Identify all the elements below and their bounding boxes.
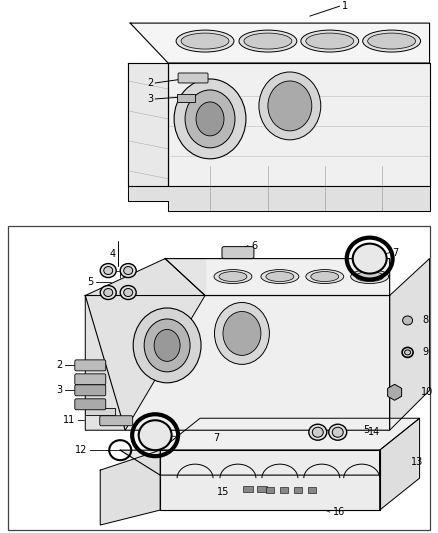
Ellipse shape — [214, 270, 252, 284]
FancyBboxPatch shape — [75, 385, 106, 396]
Text: 3: 3 — [56, 385, 62, 395]
Polygon shape — [130, 23, 430, 63]
Ellipse shape — [100, 264, 116, 278]
Text: 8: 8 — [423, 316, 429, 326]
Text: 9: 9 — [423, 348, 429, 358]
Text: 5: 5 — [363, 425, 369, 435]
Ellipse shape — [120, 286, 136, 300]
Bar — [8, 225, 430, 530]
Ellipse shape — [405, 350, 410, 355]
Ellipse shape — [124, 266, 133, 274]
FancyBboxPatch shape — [75, 399, 106, 410]
FancyBboxPatch shape — [100, 416, 133, 426]
Polygon shape — [390, 259, 430, 430]
Ellipse shape — [367, 33, 416, 49]
Ellipse shape — [104, 288, 113, 296]
Ellipse shape — [133, 308, 201, 383]
Polygon shape — [388, 384, 402, 400]
Ellipse shape — [176, 30, 234, 52]
Ellipse shape — [312, 427, 323, 437]
Polygon shape — [308, 487, 316, 493]
Ellipse shape — [215, 303, 269, 365]
Ellipse shape — [181, 33, 229, 49]
Polygon shape — [85, 259, 205, 430]
Polygon shape — [257, 486, 267, 492]
Ellipse shape — [261, 270, 299, 284]
Ellipse shape — [259, 72, 321, 140]
Ellipse shape — [306, 33, 354, 49]
Ellipse shape — [353, 244, 387, 273]
Text: 12: 12 — [75, 445, 87, 455]
Polygon shape — [165, 259, 205, 295]
Polygon shape — [165, 259, 390, 295]
Ellipse shape — [309, 424, 327, 440]
Polygon shape — [168, 63, 430, 186]
Ellipse shape — [311, 272, 339, 281]
Polygon shape — [128, 63, 168, 186]
Ellipse shape — [332, 427, 343, 437]
FancyBboxPatch shape — [178, 73, 208, 83]
Ellipse shape — [154, 329, 180, 361]
Ellipse shape — [351, 270, 389, 284]
Text: 15: 15 — [217, 487, 229, 497]
Polygon shape — [128, 186, 430, 211]
FancyBboxPatch shape — [75, 360, 106, 371]
Text: 5: 5 — [87, 277, 93, 287]
Ellipse shape — [100, 286, 116, 300]
Text: 2: 2 — [147, 78, 153, 88]
Ellipse shape — [185, 90, 235, 148]
Polygon shape — [100, 450, 160, 525]
Text: 10: 10 — [420, 387, 433, 397]
Ellipse shape — [266, 272, 294, 281]
Ellipse shape — [174, 79, 246, 159]
Ellipse shape — [403, 316, 413, 325]
Polygon shape — [243, 486, 253, 492]
Polygon shape — [160, 418, 420, 450]
Text: 1: 1 — [342, 1, 348, 11]
Ellipse shape — [104, 266, 113, 274]
Text: 14: 14 — [367, 427, 380, 437]
Ellipse shape — [239, 30, 297, 52]
Ellipse shape — [144, 319, 190, 372]
Text: 13: 13 — [410, 457, 423, 467]
Ellipse shape — [196, 102, 224, 136]
Text: 6: 6 — [251, 240, 257, 251]
FancyBboxPatch shape — [75, 374, 106, 385]
Ellipse shape — [223, 311, 261, 356]
Polygon shape — [280, 487, 288, 493]
Ellipse shape — [120, 264, 136, 278]
Polygon shape — [294, 487, 302, 493]
Text: 11: 11 — [63, 415, 75, 425]
Ellipse shape — [301, 30, 359, 52]
Polygon shape — [380, 418, 420, 510]
Text: 4: 4 — [109, 248, 115, 259]
Ellipse shape — [356, 272, 384, 281]
Ellipse shape — [219, 272, 247, 281]
Polygon shape — [266, 487, 274, 493]
FancyBboxPatch shape — [222, 247, 254, 259]
Polygon shape — [160, 450, 380, 510]
Polygon shape — [85, 295, 390, 430]
Ellipse shape — [124, 288, 133, 296]
Ellipse shape — [329, 424, 347, 440]
Text: 2: 2 — [56, 360, 62, 370]
Ellipse shape — [139, 420, 172, 450]
Text: 16: 16 — [333, 507, 345, 517]
Text: 3: 3 — [147, 94, 153, 104]
Ellipse shape — [306, 270, 344, 284]
Text: 7: 7 — [392, 248, 399, 257]
Ellipse shape — [268, 81, 312, 131]
Polygon shape — [85, 408, 115, 415]
Text: 7: 7 — [213, 433, 219, 443]
Ellipse shape — [363, 30, 420, 52]
Ellipse shape — [244, 33, 292, 49]
Polygon shape — [120, 450, 380, 475]
Bar — [177, 94, 195, 102]
